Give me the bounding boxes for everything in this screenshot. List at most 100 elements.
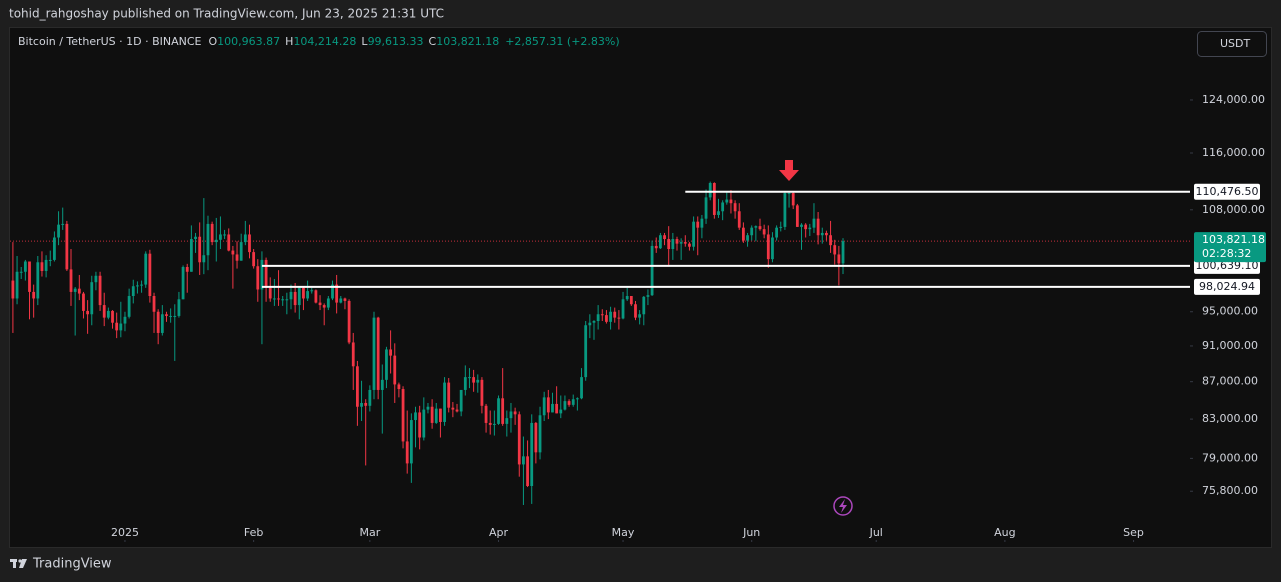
candle-body: [758, 226, 762, 230]
candle-body: [472, 377, 476, 383]
candle-body: [243, 234, 247, 243]
candle-body: [725, 199, 729, 203]
candle-body: [592, 321, 596, 323]
candle-body: [36, 262, 40, 299]
candle-body: [766, 234, 770, 260]
candle-body: [214, 239, 218, 243]
candle-body: [841, 241, 845, 264]
candle-body: [617, 317, 621, 319]
candle-body: [297, 287, 301, 306]
change: +2,857.31 (+2.83%): [505, 35, 619, 48]
candle-body: [555, 403, 559, 414]
candle-body: [534, 422, 538, 453]
candle-body: [281, 299, 285, 301]
candle-body: [268, 287, 272, 299]
candle-body: [272, 298, 276, 300]
candle-body: [106, 310, 110, 318]
candle-body: [613, 311, 617, 318]
candle-body: [202, 255, 206, 263]
candle-body: [559, 409, 563, 414]
candle-body: [820, 232, 824, 236]
candle-body: [683, 242, 687, 244]
candle-body: [156, 311, 160, 333]
field-value: 99,613.33: [368, 35, 424, 48]
candle-body: [517, 414, 521, 465]
candle-body: [23, 261, 27, 272]
candle-body: [700, 218, 704, 228]
candle-body: [235, 254, 239, 261]
candle-body: [575, 398, 579, 400]
candle-body: [696, 221, 700, 228]
y-tick-label: 79,000.00: [1202, 451, 1258, 464]
last-price-label: 103,821.18: [1202, 233, 1265, 246]
candle-body: [629, 296, 633, 305]
candle-body: [239, 242, 243, 261]
candle-body: [73, 288, 77, 292]
candle-body: [28, 261, 31, 292]
field-key: L: [361, 35, 368, 48]
brand-logo: [10, 559, 27, 568]
candle-body: [119, 323, 123, 331]
candle-body: [721, 202, 725, 212]
x-tick-label: Sep: [1123, 526, 1144, 539]
x-tick-label: May: [612, 526, 635, 539]
candle-body: [667, 239, 671, 250]
brand: TradingView: [32, 557, 112, 572]
candle-body: [804, 224, 808, 230]
candle-body: [11, 280, 15, 299]
candle-body: [194, 236, 197, 240]
candle-body: [837, 254, 841, 264]
currency[interactable]: USDT: [1220, 37, 1251, 50]
candle-body: [372, 317, 376, 390]
candle-body: [376, 317, 380, 390]
candle-body: [455, 409, 459, 412]
candle-body: [526, 456, 529, 487]
candle-body: [625, 296, 629, 300]
candle-body: [754, 226, 758, 228]
x-tick-label: Apr: [489, 526, 509, 539]
candle-body: [468, 377, 471, 379]
candle-body: [522, 456, 525, 465]
candle-body: [77, 288, 81, 294]
candle-body: [451, 407, 455, 410]
candle-body: [98, 275, 102, 306]
currency-button[interactable]: [1197, 31, 1267, 57]
candle-body: [779, 226, 783, 228]
candle-body: [405, 441, 409, 464]
candle-body: [368, 389, 372, 406]
candle-body: [795, 205, 799, 227]
candle-body: [546, 397, 550, 413]
candle-body: [439, 408, 442, 422]
candle-body: [140, 284, 143, 286]
candle-body: [551, 403, 554, 413]
candle-body: [638, 314, 642, 318]
candle-body: [223, 234, 226, 236]
candle-body: [351, 342, 355, 367]
y-tick-label: 108,000.00: [1202, 203, 1265, 216]
field-value: 100,963.87: [217, 35, 280, 48]
candle-body: [505, 418, 509, 424]
candle-body: [173, 315, 177, 317]
candle-body: [808, 227, 812, 230]
candle-body: [131, 286, 135, 297]
candle-body: [542, 397, 546, 416]
candle-body: [712, 183, 716, 215]
candle-body: [165, 314, 168, 316]
candle-body: [829, 235, 832, 246]
candle-body: [264, 259, 268, 288]
candle-body: [605, 315, 608, 322]
candle-body: [422, 409, 426, 438]
candle-body: [447, 382, 451, 408]
symbol: Bitcoin / TetherUS · 1D · BINANCE: [18, 35, 202, 48]
candle-body: [497, 398, 500, 424]
candle-body: [538, 415, 542, 453]
candle-body: [634, 304, 637, 318]
candle-body: [144, 253, 148, 285]
candle-body: [708, 183, 712, 198]
candle-body: [322, 305, 326, 308]
candle-body: [302, 287, 305, 299]
y-tick-label: 124,000.00: [1202, 93, 1265, 106]
candle-body: [717, 211, 720, 215]
candle-body: [692, 221, 695, 247]
level-label-box: [1194, 183, 1260, 200]
